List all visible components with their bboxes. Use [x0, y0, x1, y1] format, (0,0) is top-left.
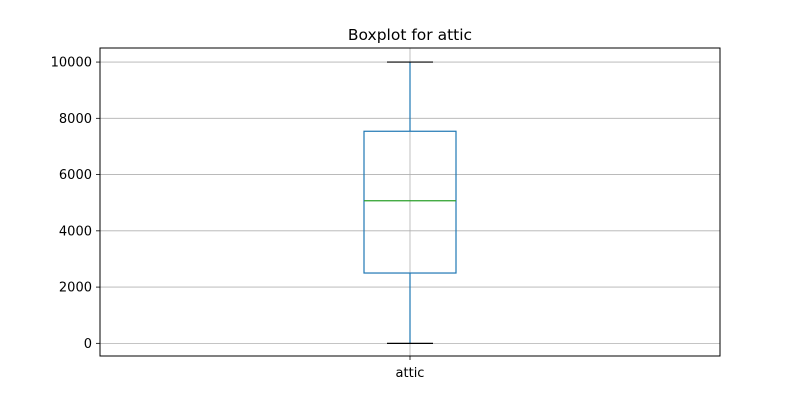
- y-tick-label: 10000: [51, 56, 92, 71]
- y-tick-label: 8000: [59, 112, 92, 127]
- chart-title: Boxplot for attic: [348, 26, 472, 44]
- axis-layer: 0 2000 4000 6000 8000 10000 attic: [51, 56, 425, 381]
- y-tick-label: 0: [84, 337, 92, 352]
- box-layer: [363, 61, 457, 344]
- x-tick-label: attic: [396, 366, 425, 381]
- y-tick-label: 2000: [59, 281, 92, 296]
- iqr-box: [363, 130, 457, 274]
- y-tick-label: 6000: [59, 168, 92, 183]
- plot-frame: [99, 47, 721, 357]
- y-tick-label: 4000: [59, 224, 92, 239]
